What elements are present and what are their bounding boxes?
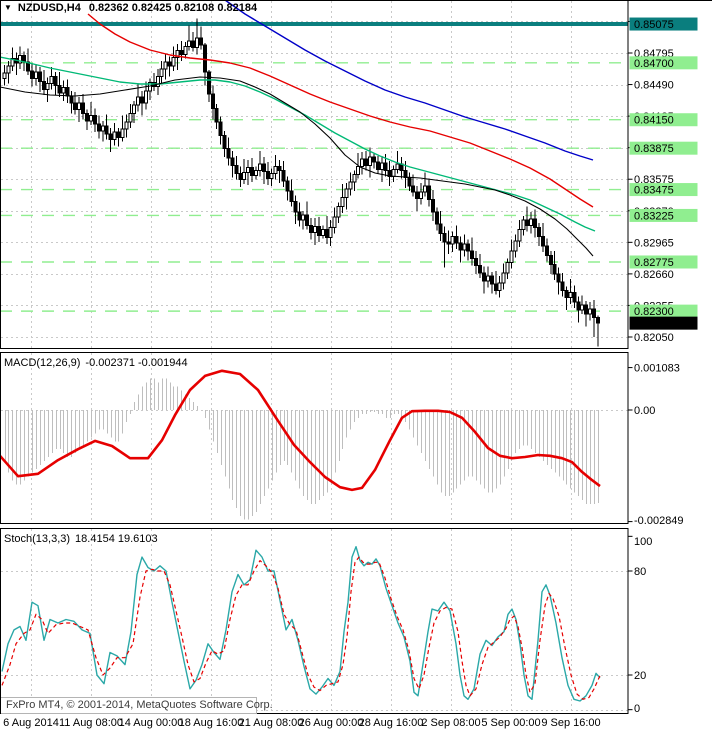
macd-indicator-label: MACD(12,26,9) -0.002371 -0.001944	[4, 357, 188, 369]
price-label: 0.82965	[634, 237, 674, 249]
stoch-d-line	[1, 556, 601, 700]
current-price-label-bg	[629, 316, 698, 330]
support-level-label: 0.82300	[634, 306, 674, 318]
resistance-level-label-bg	[629, 17, 698, 31]
stoch-k-line	[1, 546, 601, 702]
support-level-label: 0.84700	[634, 58, 674, 70]
macd-tick-label: 0.001083	[634, 363, 680, 375]
stochastic-panel	[1, 546, 601, 702]
panel-borders	[0, 0, 712, 714]
time-label: 6 Aug 2014	[3, 717, 59, 729]
support-level-label-bg	[629, 208, 698, 222]
stoch-tick-label: 0	[634, 703, 640, 715]
time-label: 26 Aug 00:00	[298, 717, 364, 729]
time-label: 18 Aug 16:00	[178, 717, 244, 729]
macd-signal-line	[0, 369, 601, 492]
support-level-label: 0.83875	[634, 143, 674, 155]
macd-histogram	[5, 378, 599, 520]
macd-tick-label: 0.00	[634, 405, 655, 417]
time-label: 2 Sep 08:00	[421, 717, 481, 729]
time-label: 5 Sep 00:00	[481, 717, 541, 729]
support-level-label-bg	[629, 141, 698, 155]
support-level-label: 0.83475	[634, 185, 674, 197]
time-label: 21 Aug 08:00	[238, 717, 304, 729]
support-level-label-bg	[629, 113, 698, 127]
stoch-tick-label: 80	[634, 566, 646, 578]
stoch-name: Stoch(13,3,3)	[4, 533, 71, 545]
broker-watermark: FxPro MT4, © 2001-2014, MetaQuotes Softw…	[1, 697, 273, 714]
time-label: 11 Aug 08:00	[58, 717, 124, 729]
support-level-label: 0.82775	[634, 257, 674, 269]
macd-name: MACD(12,26,9)	[4, 357, 81, 369]
chart-title-ohlc: 0.82362 0.82425 0.82108 0.82184	[88, 2, 258, 14]
candles-layer	[2, 18, 600, 347]
macd-panel	[0, 369, 601, 520]
price-chart-panel	[0, 0, 628, 347]
chart-title-symbol: NZDUSD,H4	[17, 2, 81, 14]
ma-green-line	[0, 56, 596, 232]
stoch-tick-label: 20	[634, 670, 646, 682]
support-level-label: 0.83225	[634, 210, 674, 222]
current-price-label: 0.82184	[634, 318, 674, 330]
chart-title: ▼ NZDUSD,H4 0.82362 0.82425 0.82108 0.8218…	[4, 2, 257, 14]
resistance-level-label: 0.85075	[634, 19, 674, 31]
support-level-label-bg	[629, 56, 698, 70]
time-label: 28 Aug 16:00	[358, 717, 424, 729]
support-level-label-bg	[629, 304, 698, 318]
macd-values: -0.002371 -0.001944	[85, 357, 188, 369]
price-label: 0.82660	[634, 269, 674, 281]
support-level-label: 0.84150	[634, 115, 674, 127]
ma-blue-line	[224, 0, 594, 161]
price-label: 0.84490	[634, 80, 674, 92]
time-label: 14 Aug 00:00	[118, 717, 184, 729]
stoch-tick-label: 100	[634, 536, 652, 548]
time-axis[interactable]: 6 Aug 2014 11 Aug 08:00 14 Aug 00:00 18 Aug…	[0, 715, 712, 732]
price-axis[interactable]: 0.851000.847950.844900.841850.838800.835…	[628, 16, 698, 715]
chart-dropdown-icon: ▼	[4, 3, 12, 12]
stoch-values: 18.4154 19.6103	[75, 533, 158, 545]
grid-layer	[1, 1, 628, 713]
support-level-label-bg	[629, 183, 698, 197]
time-label: 9 Sep 16:00	[541, 717, 601, 729]
ma-black-line	[0, 76, 594, 257]
macd-tick-label: -0.002849	[634, 515, 684, 527]
support-level-label-bg	[629, 255, 698, 269]
stoch-indicator-label: Stoch(13,3,3) 18.4154 19.6103	[4, 533, 158, 545]
ma-red-line	[87, 13, 594, 208]
price-label: 0.82050	[634, 332, 674, 344]
